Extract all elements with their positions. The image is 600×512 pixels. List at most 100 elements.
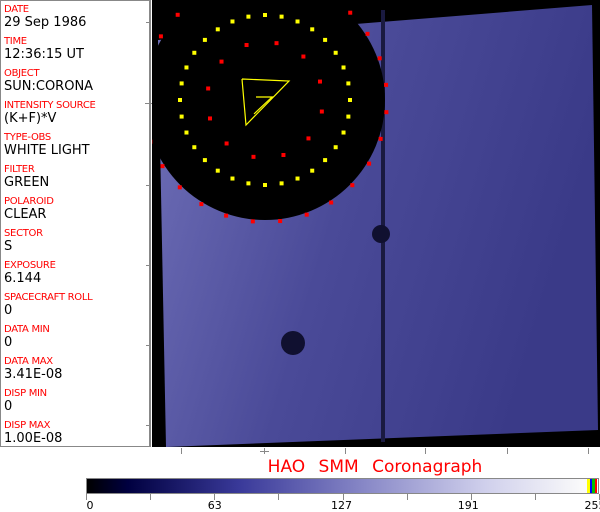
- overlay-marker: [348, 98, 352, 102]
- field-value: GREEN: [4, 175, 50, 190]
- field-label: EXPOSURE: [4, 260, 56, 271]
- field-label: OBJECT: [4, 68, 40, 79]
- overlay-marker: [215, 168, 220, 173]
- overlay-marker: [346, 114, 351, 119]
- overlay-marker: [295, 19, 300, 24]
- axis-tick: [507, 448, 508, 454]
- field-value: 0: [4, 335, 13, 350]
- axis-tick: [214, 494, 216, 500]
- overlay-marker: [199, 202, 204, 207]
- field-value: (K+F)*V: [4, 111, 57, 126]
- overlay-marker: [192, 145, 197, 150]
- field-label: DATA MAX: [4, 356, 53, 367]
- field-value: WHITE LIGHT: [4, 143, 90, 158]
- field-value: 6.144: [4, 271, 42, 286]
- overlay-marker: [206, 86, 211, 91]
- field-value: 29 Sep 1986: [4, 15, 87, 30]
- field-label: TIME: [4, 36, 27, 47]
- overlay-marker: [346, 81, 351, 86]
- overlay-marker: [230, 19, 235, 24]
- overlay-marker: [323, 158, 328, 163]
- field-disp-max: DISP MAX 1.00E-08: [4, 420, 62, 446]
- dark-spot: [372, 225, 390, 243]
- field-label: DATA MIN: [4, 324, 50, 335]
- colorbar-label: 63: [207, 499, 222, 512]
- overlay-marker: [178, 98, 182, 102]
- overlay-marker: [333, 145, 338, 150]
- overlay-marker: [317, 79, 322, 84]
- overlay-marker: [175, 12, 180, 17]
- field-value: CLEAR: [4, 207, 47, 222]
- colorbar-label: 0: [86, 499, 94, 512]
- field-filter: FILTER GREEN: [4, 164, 49, 190]
- overlay-marker: [250, 219, 255, 224]
- field-spacecraft-roll: SPACECRAFT ROLL 0: [4, 292, 93, 318]
- overlay-marker: [184, 130, 189, 135]
- field-intensity-source: INTENSITY SOURCE (K+F)*V: [4, 100, 96, 126]
- overlay-marker: [246, 14, 251, 19]
- occulting-disk: [152, 0, 385, 220]
- axis-tick: [588, 448, 589, 454]
- overlay-marker: [263, 183, 267, 187]
- axis-tick: [181, 448, 182, 454]
- overlay-marker: [224, 141, 229, 146]
- axis-tick: [342, 494, 344, 500]
- field-label: FILTER: [4, 164, 35, 175]
- overlay-markers: [152, 10, 389, 224]
- overlay-marker: [179, 81, 184, 86]
- axis-tick: [146, 22, 151, 23]
- overlay-marker: [333, 50, 338, 55]
- colorbar-label: 191: [457, 499, 479, 512]
- axis-tick: [146, 185, 151, 186]
- overlay-marker: [301, 54, 306, 59]
- field-sector: SECTOR S: [4, 228, 43, 254]
- colorbar: [86, 478, 599, 494]
- overlay-marker: [310, 27, 315, 32]
- overlay-marker: [279, 14, 284, 19]
- colorbar-label: 255: [584, 499, 600, 512]
- overlay-marker: [179, 114, 184, 119]
- field-disp-min: DISP MIN 0: [4, 388, 47, 414]
- overlay-marker: [384, 110, 389, 115]
- axis-tick: [145, 103, 152, 104]
- dark-spot: [281, 331, 305, 355]
- overlay-marker: [177, 185, 182, 190]
- overlay-marker: [208, 116, 213, 121]
- overlay-marker: [329, 200, 334, 205]
- overlay-marker: [244, 43, 249, 48]
- info-panel: DATE 29 Sep 1986 TIME 12:36:15 UT OBJECT SUN:…: [0, 0, 151, 447]
- overlay-marker: [367, 161, 372, 166]
- field-data-max: DATA MAX 3.41E-08: [4, 356, 62, 382]
- overlay-marker: [202, 158, 207, 163]
- axis-tick: [534, 494, 536, 500]
- axis-tick: [260, 451, 269, 452]
- overlay-marker: [192, 50, 197, 55]
- field-value: 3.41E-08: [4, 367, 63, 382]
- axis-tick: [146, 265, 151, 266]
- field-value: 0: [4, 399, 13, 414]
- overlay-marker: [319, 109, 324, 114]
- overlay-marker: [279, 181, 284, 186]
- overlay-marker: [160, 164, 165, 169]
- overlay-marker: [215, 27, 220, 32]
- overlay-marker: [306, 136, 311, 141]
- colorbar-end-swatch: [594, 479, 597, 493]
- field-value: 1.00E-08: [4, 431, 63, 446]
- field-label: TYPE-OBS: [4, 132, 51, 143]
- sector-inner: [253, 96, 274, 115]
- overlay-marker: [350, 183, 355, 188]
- field-type-obs: TYPE-OBS WHITE LIGHT: [4, 132, 90, 158]
- field-label: SPACECRAFT ROLL: [4, 292, 93, 303]
- overlay-marker: [341, 65, 346, 70]
- axis-tick: [425, 448, 426, 454]
- coronagraph-image[interactable]: [152, 0, 600, 447]
- field-exposure: EXPOSURE 6.144: [4, 260, 56, 286]
- overlay-marker: [310, 168, 315, 173]
- overlay-marker: [202, 37, 207, 42]
- overlay-marker: [281, 152, 286, 157]
- field-polaroid: POLAROID CLEAR: [4, 196, 54, 222]
- colorbar-label: 127: [331, 499, 352, 512]
- overlay-marker: [323, 37, 328, 42]
- axis-tick: [150, 494, 152, 500]
- field-value: 0: [4, 303, 13, 318]
